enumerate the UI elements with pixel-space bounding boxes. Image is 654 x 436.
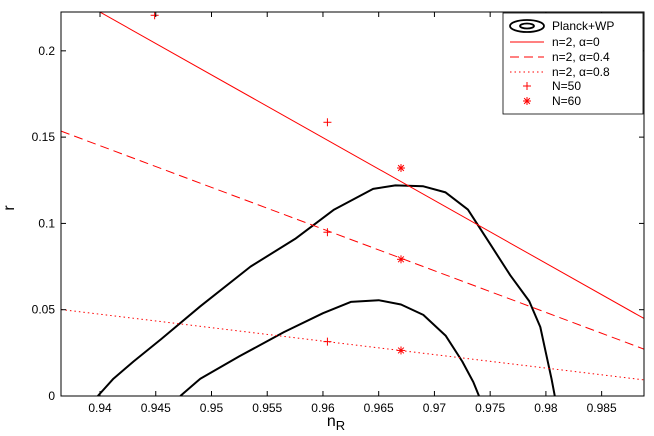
legend-label: N=50 [552, 79, 581, 93]
legend-swatch-n50 [523, 82, 531, 90]
x-tick-label: 0.97 [423, 401, 447, 415]
marker-n50 [323, 337, 332, 346]
x-tick-label: 0.98 [534, 401, 558, 415]
marker-n50 [323, 228, 332, 237]
series-line-1 [61, 130, 644, 350]
x-axis: 0.94 0.945 0.95 0.955 0.96 0.965 0.97 0.975 0.98… [88, 12, 617, 415]
contour-inner [179, 299, 480, 396]
x-tick-label: 0.955 [252, 401, 282, 415]
legend-swatch-n60-d2 [523, 97, 531, 105]
legend-label: n=2, α=0 [552, 35, 600, 49]
legend-box [502, 12, 644, 115]
x-tick-label: 0.95 [200, 401, 224, 415]
plot-frame [60, 11, 645, 397]
legend-label: N=60 [552, 94, 581, 108]
marker-n60-d2 [397, 256, 405, 263]
series-layer [61, 12, 644, 396]
y-tick-label: 0.15 [32, 130, 56, 144]
legend-label: n=2, α=0.8 [552, 65, 610, 79]
x-tick-label: 0.945 [141, 401, 171, 415]
legend-label: Planck+WP [552, 19, 614, 33]
x-axis-label-subscript: R [336, 418, 345, 433]
y-axis-label: r [1, 205, 18, 211]
y-tick-label: 0.1 [38, 216, 55, 230]
y-axis: 0 0.05 0.1 0.15 0.2 [32, 44, 644, 403]
x-tick-label: 0.94 [88, 401, 112, 415]
marker-n60 [396, 255, 405, 264]
y-tick-label: 0 [48, 389, 55, 403]
x-tick-label: 0.965 [364, 401, 394, 415]
x-tick-label: 0.975 [475, 401, 505, 415]
marker-n60 [396, 346, 405, 355]
x-axis-label-main: n [327, 413, 336, 430]
marker-n60-d2 [397, 164, 405, 172]
x-tick-label: 0.985 [587, 401, 617, 415]
legend-label: n=2, α=0.4 [552, 50, 610, 64]
marker-n50 [323, 118, 332, 127]
marker-n60-d2 [397, 347, 405, 354]
series-line-0 [98, 12, 644, 319]
series-line-2 [61, 309, 644, 381]
x-axis-label: nR [327, 413, 345, 433]
marker-n60 [396, 164, 405, 173]
x-tick-label: 0.96 [311, 401, 335, 415]
legend-swatch-n60 [523, 97, 531, 105]
legend-swatch-contour-outer [509, 19, 545, 33]
legend: Planck+WP n=2, α=0n=2, α=0.4n=2, α=0.8N=5… [502, 12, 644, 115]
y-tick-label: 0.05 [32, 303, 56, 317]
legend-swatch-contour-inner [519, 22, 535, 30]
marker-layer [150, 12, 405, 355]
marker-n50 [150, 12, 159, 20]
y-tick-label: 0.2 [38, 44, 55, 58]
